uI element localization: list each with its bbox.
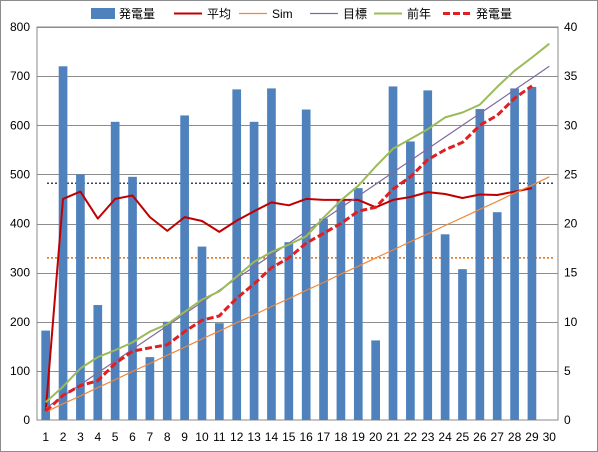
y-tick-label-left: 800 <box>10 20 30 34</box>
legend-label: 平均 <box>207 7 231 21</box>
legend: 発電量 平均 Sim 目標 前年 発電量 <box>91 6 512 21</box>
bar-day-27 <box>492 212 502 420</box>
x-tick-label: 29 <box>525 430 539 444</box>
series-line-3 <box>45 176 550 413</box>
y-tick-label-right: 10 <box>564 315 578 329</box>
x-tick-label: 25 <box>456 430 470 444</box>
bar-day-7 <box>145 357 155 420</box>
x-tick-label: 7 <box>147 430 154 444</box>
bar-day-1 <box>41 330 51 420</box>
bars <box>41 66 537 421</box>
x-tick-label: 19 <box>352 430 366 444</box>
x-tick-label: 16 <box>300 430 314 444</box>
x-tick-label: 13 <box>247 430 261 444</box>
y-tick-label-right: 40 <box>564 20 578 34</box>
y-tick-label-left: 100 <box>10 364 30 378</box>
x-tick-label: 14 <box>265 430 279 444</box>
lines <box>44 42 550 413</box>
x-tick-label: 30 <box>543 430 557 444</box>
y-tick-label-right: 15 <box>564 266 578 280</box>
y-tick-label-left: 500 <box>10 167 30 181</box>
y-tick-label-left: 0 <box>23 413 30 427</box>
x-tick-label: 10 <box>195 430 209 444</box>
y-tick-label-left: 700 <box>10 69 30 83</box>
axes: 1 2 3 4 5 6 7 8 9 10 11 12 13 14 15 16 17 18 19 20 21 22 23 24 2… <box>10 20 578 444</box>
x-tick-label: 28 <box>508 430 522 444</box>
y-tick-label-left: 600 <box>10 118 30 132</box>
legend-swatch-bar <box>91 8 115 19</box>
x-tick-label: 24 <box>438 430 452 444</box>
bar-day-6 <box>128 176 137 420</box>
legend-label: Sim <box>272 7 293 21</box>
x-tick-label: 1 <box>42 430 49 444</box>
y-tick-label-right: 0 <box>564 413 571 427</box>
legend-label: 発電量 <box>119 7 155 21</box>
legend-label: 発電量 <box>476 7 512 21</box>
bar-day-4 <box>93 305 103 420</box>
series-line-2 <box>44 187 533 412</box>
x-tick-label: 17 <box>317 430 331 444</box>
x-tick-label: 27 <box>491 430 505 444</box>
x-tick-label: 6 <box>129 430 136 444</box>
x-tick-label: 18 <box>334 430 348 444</box>
legend-label: 前年 <box>407 6 431 21</box>
legend-label: 目標 <box>343 7 367 21</box>
y-tick-label-left: 300 <box>10 266 30 280</box>
bar-day-5 <box>110 121 120 420</box>
x-tick-label: 23 <box>421 430 435 444</box>
bar-day-20 <box>371 340 380 420</box>
series-line-5 <box>45 42 550 404</box>
bar-day-11 <box>215 323 224 420</box>
bar-day-15 <box>284 242 294 420</box>
bar-day-3 <box>76 174 85 420</box>
x-tick-label: 26 <box>473 430 487 444</box>
bar-day-17 <box>319 218 328 420</box>
y-tick-label-right: 20 <box>564 217 578 231</box>
bar-day-14 <box>267 88 276 420</box>
y-tick-label-right: 25 <box>564 167 578 181</box>
gridlines <box>36 26 559 421</box>
y-tick-label-left: 400 <box>10 217 30 231</box>
bar-day-26 <box>475 109 485 420</box>
y-tick-label-left: 200 <box>10 315 30 329</box>
x-tick-label: 11 <box>213 430 226 444</box>
bar-day-25 <box>458 269 467 420</box>
x-tick-label: 21 <box>386 430 400 444</box>
bar-day-12 <box>232 89 242 421</box>
series-line-6 <box>44 84 533 413</box>
bar-day-10 <box>197 246 207 420</box>
bar-day-2 <box>58 66 68 421</box>
bar-day-8 <box>162 321 172 420</box>
bar-day-9 <box>180 115 189 421</box>
x-tick-label: 4 <box>94 430 101 444</box>
bar-day-28 <box>510 88 519 420</box>
bar-day-23 <box>423 90 433 420</box>
x-tick-label: 5 <box>112 430 119 444</box>
x-tick-label: 12 <box>230 430 244 444</box>
bar-day-19 <box>353 188 363 420</box>
x-tick-label: 22 <box>404 430 418 444</box>
series-line-4 <box>45 65 550 409</box>
y-tick-label-right: 35 <box>564 69 578 83</box>
x-tick-label: 15 <box>282 430 296 444</box>
bar-day-24 <box>440 234 450 420</box>
bar-day-18 <box>336 200 346 420</box>
x-tick-label: 3 <box>77 430 84 444</box>
x-tick-label: 9 <box>181 430 188 444</box>
bar-day-16 <box>301 109 311 420</box>
y-tick-label-right: 30 <box>564 118 578 132</box>
bar-day-21 <box>388 86 398 420</box>
x-tick-label: 8 <box>164 430 171 444</box>
bar-day-29 <box>527 86 537 421</box>
y-tick-label-right: 5 <box>564 364 571 378</box>
bar-day-22 <box>406 141 415 420</box>
x-tick-label: 20 <box>369 430 383 444</box>
x-tick-label: 2 <box>60 430 67 444</box>
bar-day-13 <box>249 121 259 420</box>
